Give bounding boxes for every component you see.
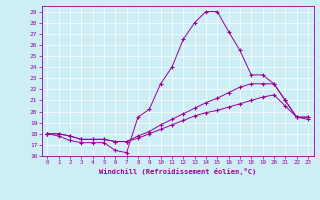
- X-axis label: Windchill (Refroidissement éolien,°C): Windchill (Refroidissement éolien,°C): [99, 168, 256, 175]
